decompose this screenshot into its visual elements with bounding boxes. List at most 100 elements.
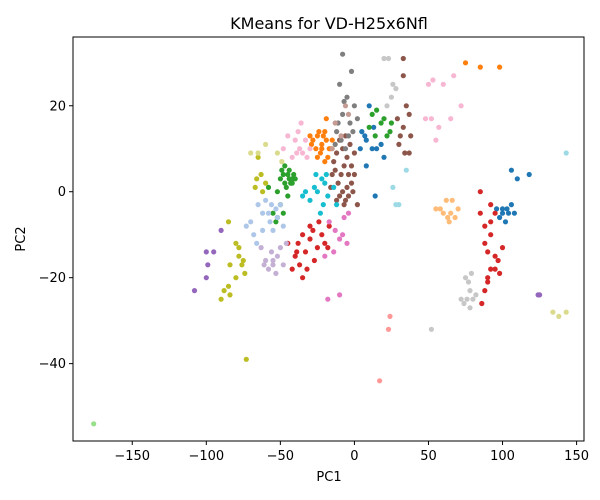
data-point-cluster-5-24 bbox=[344, 184, 350, 190]
data-point-cluster-15-3 bbox=[329, 146, 335, 152]
data-point-cluster-2-3 bbox=[286, 167, 292, 173]
data-point-cluster-6-0 bbox=[322, 253, 328, 259]
data-point-cluster-8-12 bbox=[227, 262, 233, 268]
data-point-cluster-1-17 bbox=[319, 146, 325, 152]
x-axis-label: PC1 bbox=[316, 470, 341, 485]
data-point-cluster-3-34 bbox=[488, 219, 494, 225]
data-point-cluster-7-8 bbox=[348, 68, 355, 74]
data-point-cluster-14-10 bbox=[283, 240, 289, 246]
data-point-cluster-18-7 bbox=[563, 309, 569, 315]
data-point-cluster-8-6 bbox=[225, 219, 232, 225]
y-tick-label: −40 bbox=[39, 357, 66, 372]
data-point-cluster-3-22 bbox=[488, 232, 494, 238]
data-point-cluster-5-21 bbox=[350, 189, 356, 195]
data-point-cluster-10-15 bbox=[280, 223, 286, 229]
y-axis-label: PC2 bbox=[14, 226, 29, 251]
data-point-cluster-17-7 bbox=[467, 288, 473, 294]
data-point-cluster-2-22 bbox=[374, 107, 380, 113]
data-point-cluster-4-4 bbox=[203, 275, 209, 281]
plot-frame bbox=[72, 36, 585, 442]
data-point-cluster-5-11 bbox=[335, 180, 341, 186]
data-point-cluster-5-34 bbox=[402, 150, 408, 156]
data-point-cluster-4-2 bbox=[203, 249, 209, 255]
data-point-cluster-0-4 bbox=[378, 141, 384, 147]
data-point-cluster-0-20 bbox=[526, 171, 532, 178]
data-point-cluster-0-14 bbox=[497, 214, 503, 221]
data-point-cluster-11-9 bbox=[437, 206, 443, 212]
data-point-cluster-0-3 bbox=[374, 146, 380, 152]
data-point-cluster-5-22 bbox=[334, 197, 340, 203]
data-point-cluster-0-19 bbox=[514, 176, 520, 182]
data-point-cluster-17-2 bbox=[390, 81, 396, 87]
data-point-cluster-5-37 bbox=[394, 116, 400, 122]
data-point-cluster-8-18 bbox=[239, 262, 245, 268]
data-point-cluster-2-2 bbox=[282, 180, 288, 186]
data-point-cluster-1-15 bbox=[307, 133, 313, 139]
data-point-cluster-0-13 bbox=[499, 206, 506, 212]
data-point-cluster-17-10 bbox=[464, 296, 470, 302]
data-point-cluster-8-13 bbox=[225, 283, 232, 289]
data-point-cluster-3-4 bbox=[310, 227, 316, 233]
data-point-cluster-10-11 bbox=[260, 227, 266, 233]
data-point-cluster-0-7 bbox=[359, 129, 365, 135]
data-point-cluster-4-1 bbox=[211, 249, 217, 255]
data-point-cluster-3-31 bbox=[479, 300, 485, 307]
data-point-cluster-9-4 bbox=[314, 189, 320, 195]
data-point-cluster-0-16 bbox=[508, 202, 514, 208]
data-point-cluster-2-4 bbox=[292, 176, 298, 182]
data-point-cluster-10-6 bbox=[260, 210, 266, 216]
data-point-cluster-11-8 bbox=[446, 219, 452, 225]
data-point-cluster-8-4 bbox=[252, 184, 258, 190]
data-point-cluster-5-25 bbox=[351, 171, 357, 178]
data-point-cluster-5-19 bbox=[341, 202, 347, 208]
data-point-cluster-1-1 bbox=[314, 133, 320, 139]
data-point-cluster-10-7 bbox=[248, 219, 254, 225]
data-point-cluster-17-14 bbox=[465, 279, 472, 285]
data-point-cluster-3-28 bbox=[485, 275, 491, 281]
data-point-cluster-7-3 bbox=[340, 111, 346, 117]
data-point-cluster-6-10 bbox=[337, 292, 343, 298]
data-point-cluster-16-15 bbox=[440, 81, 446, 87]
data-point-cluster-3-8 bbox=[307, 223, 313, 229]
data-point-cluster-18-5 bbox=[550, 309, 556, 315]
data-point-cluster-3-16 bbox=[311, 257, 317, 264]
data-point-cluster-5-30 bbox=[406, 111, 412, 117]
data-point-cluster-14-4 bbox=[268, 249, 275, 255]
data-point-cluster-8-0 bbox=[255, 154, 261, 160]
data-point-cluster-3-1 bbox=[307, 236, 313, 242]
data-point-cluster-18-2 bbox=[263, 141, 269, 147]
data-point-cluster-16-18 bbox=[448, 116, 454, 122]
data-point-cluster-3-38 bbox=[488, 202, 494, 208]
data-point-cluster-8-15 bbox=[227, 292, 233, 298]
data-point-cluster-0-9 bbox=[372, 193, 378, 199]
data-point-cluster-2-21 bbox=[279, 167, 285, 173]
data-point-cluster-8-5 bbox=[254, 176, 260, 182]
data-point-cluster-0-11 bbox=[362, 133, 368, 139]
data-point-cluster-11-3 bbox=[448, 210, 454, 216]
data-point-cluster-2-5 bbox=[280, 171, 286, 178]
data-point-cluster-1-0 bbox=[310, 137, 316, 143]
data-point-cluster-18-6 bbox=[556, 313, 562, 319]
data-point-cluster-10-9 bbox=[251, 232, 257, 238]
data-point-cluster-1-14 bbox=[314, 154, 320, 160]
data-point-cluster-8-3 bbox=[260, 189, 266, 195]
data-point-cluster-0-22 bbox=[502, 219, 509, 225]
data-point-cluster-10-1 bbox=[268, 202, 275, 208]
data-point-cluster-7-12 bbox=[350, 129, 356, 135]
data-point-cluster-3-23 bbox=[492, 253, 498, 259]
x-tick-label: −50 bbox=[267, 449, 294, 464]
data-point-cluster-0-2 bbox=[369, 146, 375, 152]
data-point-cluster-16-13 bbox=[430, 77, 436, 83]
data-point-cluster-19-2 bbox=[390, 184, 396, 190]
data-point-cluster-15-4 bbox=[342, 103, 349, 109]
y-tick-label: −20 bbox=[39, 271, 66, 286]
data-point-cluster-7-11 bbox=[338, 137, 344, 143]
data-point-cluster-3-10 bbox=[322, 240, 328, 246]
data-point-cluster-17-5 bbox=[388, 94, 394, 100]
data-point-cluster-11-0 bbox=[433, 206, 439, 212]
data-point-cluster-5-32 bbox=[397, 133, 403, 139]
data-point-cluster-16-19 bbox=[433, 137, 439, 143]
data-point-cluster-14-3 bbox=[274, 253, 280, 259]
data-point-cluster-9-9 bbox=[317, 210, 323, 216]
x-axis: −150 −100 −50 0 50 100 150 bbox=[114, 441, 589, 464]
